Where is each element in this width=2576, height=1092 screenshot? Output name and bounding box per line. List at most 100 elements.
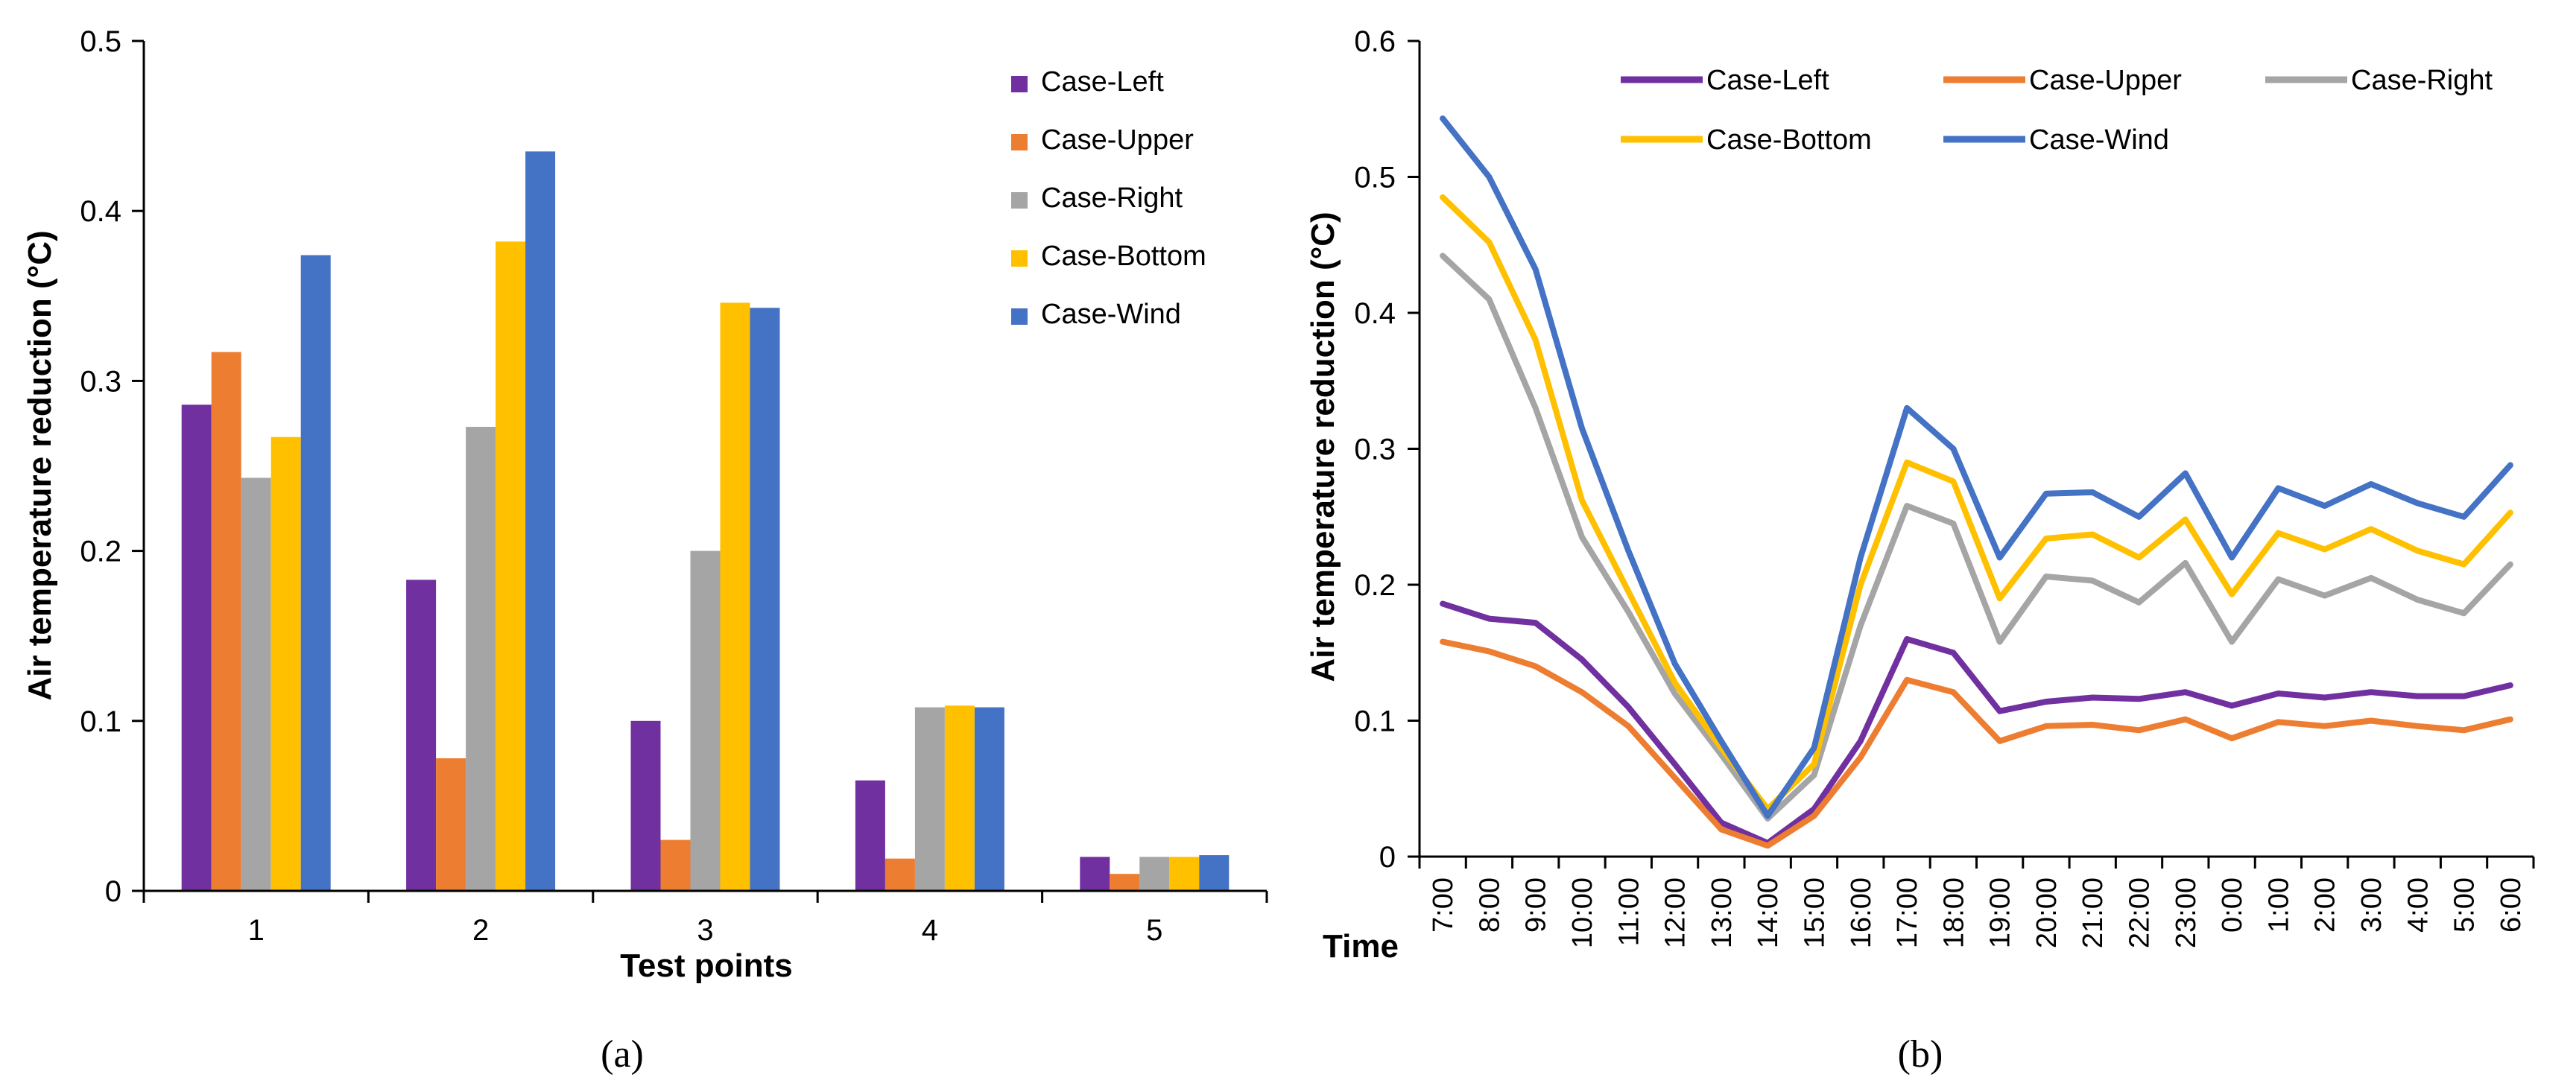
bar-case-wind-point-3 (750, 308, 780, 891)
x-tick-label: 2 (472, 914, 489, 947)
x-tick-label: 21:00 (2077, 877, 2109, 948)
x-tick-label: 14:00 (1753, 877, 1784, 948)
legend-label-case-wind: Case-Wind (2029, 124, 2169, 156)
x-tick-label: 17:00 (1892, 877, 1923, 948)
x-tick-label: 18:00 (1938, 877, 1969, 948)
legend-swatch-case-right (1011, 192, 1028, 209)
x-tick-label: 9:00 (1521, 877, 1552, 933)
panel-b-x-axis-label: Time (1323, 928, 1399, 965)
bar-case-wind-point-4 (974, 707, 1004, 891)
panel-a-x-ticks: 1 2 3 4 5 (142, 891, 1268, 947)
bar-case-upper-point-4 (884, 858, 915, 891)
x-tick-label: 15:00 (1799, 877, 1830, 948)
x-tick-label: 4:00 (2402, 877, 2434, 933)
y-tick-label: 0.4 (80, 195, 121, 228)
legend-swatch-case-wind (1011, 308, 1028, 325)
x-tick-label: 22:00 (2124, 877, 2156, 948)
bar-case-bottom-point-5 (1169, 857, 1200, 891)
bar-case-upper-point-5 (1110, 874, 1140, 891)
legend-swatch-case-upper (1011, 134, 1028, 150)
x-tick-label: 20:00 (2031, 877, 2063, 948)
panel-a-legend: Case-Left Case-Upper Case-Right Case-Bottom… (1011, 66, 1206, 330)
bar-case-left-point-2 (406, 580, 437, 891)
x-tick-label: 19:00 (1985, 877, 2016, 948)
x-tick-label: 10:00 (1567, 877, 1598, 948)
series-line-case-upper (1440, 638, 2513, 849)
bar-case-right-point-4 (914, 707, 945, 891)
panel-b-legend: Case-Left Case-Upper Case-Right Case-Bottom… (1621, 65, 2493, 156)
panel-b-lines (1440, 115, 2513, 849)
legend-label-case-bottom: Case-Bottom (1041, 241, 1206, 272)
bar-case-bottom-point-4 (944, 705, 975, 891)
series-line-case-wind (1440, 115, 2513, 819)
legend-label-case-upper: Case-Upper (2029, 65, 2182, 96)
series-line-case-right (1440, 253, 2513, 822)
caption-a: (a) (601, 1033, 644, 1076)
legend-swatch-case-bottom (1011, 250, 1028, 267)
panel-a-y-ticks: 0 0.1 0.2 0.3 0.4 0.5 (80, 25, 144, 908)
bar-case-left-point-3 (630, 720, 661, 891)
x-tick-label: 4 (922, 914, 938, 947)
series-line-case-bottom (1440, 194, 2513, 813)
x-tick-label: 12:00 (1660, 877, 1692, 948)
x-tick-label: 0:00 (2217, 877, 2248, 933)
bar-case-wind-point-1 (300, 255, 331, 892)
bar-case-right-point-2 (466, 427, 496, 891)
legend-label-case-wind: Case-Wind (1041, 299, 1181, 330)
x-tick-label: 11:00 (1613, 877, 1645, 946)
series-line-case-left (1440, 600, 2513, 846)
x-tick-label: 16:00 (1846, 877, 1877, 948)
legend-label-case-bottom: Case-Bottom (1706, 124, 1872, 156)
y-tick-label: 0 (1379, 841, 1396, 874)
x-tick-label: 5 (1146, 914, 1162, 947)
y-tick-label: 0.5 (80, 25, 121, 58)
bar-case-right-point-5 (1139, 857, 1170, 891)
y-tick-label: 0.4 (1354, 297, 1396, 330)
bar-case-bottom-point-2 (496, 241, 526, 891)
panel-b-x-ticks: 7:00 8:00 9:00 10:00 11:00 12:00 13:00 14:00 15:… (1418, 857, 2535, 948)
y-tick-label: 0.6 (1354, 25, 1396, 58)
bar-case-upper-point-3 (660, 839, 691, 891)
bar-case-left-point-4 (855, 780, 885, 891)
y-tick-label: 0 (105, 875, 121, 908)
bar-case-wind-point-2 (525, 151, 556, 891)
x-tick-label: 13:00 (1706, 877, 1738, 948)
legend-label-case-right: Case-Right (2351, 65, 2493, 96)
legend-swatch-case-left (1011, 76, 1028, 92)
legend-label-case-upper: Case-Upper (1041, 124, 1194, 156)
y-tick-label: 0.1 (80, 705, 121, 738)
legend-label-case-left: Case-Left (1041, 66, 1164, 98)
x-tick-label: 3:00 (2356, 877, 2387, 933)
y-tick-label: 0.2 (1354, 569, 1396, 602)
bar-case-right-point-1 (241, 477, 271, 891)
caption-b: (b) (1898, 1033, 1943, 1076)
x-tick-label: 7:00 (1428, 877, 1459, 933)
x-tick-label: 3 (697, 914, 713, 947)
y-tick-label: 0.5 (1354, 162, 1396, 194)
legend-label-case-right: Case-Right (1041, 182, 1183, 214)
y-tick-label: 0.3 (80, 365, 121, 398)
y-tick-label: 0.2 (80, 536, 121, 568)
y-tick-label: 0.1 (1354, 705, 1396, 738)
bar-case-upper-point-1 (211, 352, 241, 892)
panel-a-bar-chart: 0 0.1 0.2 0.3 0.4 0.5 1 2 3 4 5 Air temperature r… (22, 25, 1268, 1076)
bar-case-right-point-3 (690, 550, 721, 891)
x-tick-label: 6:00 (2496, 877, 2527, 933)
bar-case-left-point-5 (1080, 857, 1110, 891)
panel-a-y-axis-label: Air temperature reduction (°C) (22, 230, 58, 700)
bar-case-left-point-1 (181, 404, 212, 891)
bar-case-wind-point-5 (1199, 855, 1230, 891)
x-tick-label: 23:00 (2171, 877, 2202, 948)
panel-a-bars (181, 151, 1230, 892)
y-tick-label: 0.3 (1354, 434, 1396, 466)
panel-a-x-axis-label: Test points (620, 947, 792, 984)
panel-b-y-axis-label: Air temperature reduction (°C) (1305, 212, 1341, 682)
x-tick-label: 1 (248, 914, 265, 947)
x-tick-label: 8:00 (1474, 877, 1505, 933)
x-tick-label: 5:00 (2449, 877, 2481, 933)
panel-b-y-ticks: 0 0.1 0.2 0.3 0.4 0.5 0.6 (1354, 25, 1420, 874)
x-tick-label: 1:00 (2263, 877, 2294, 933)
x-tick-label: 2:00 (2310, 877, 2341, 933)
bar-case-bottom-point-1 (270, 437, 301, 891)
